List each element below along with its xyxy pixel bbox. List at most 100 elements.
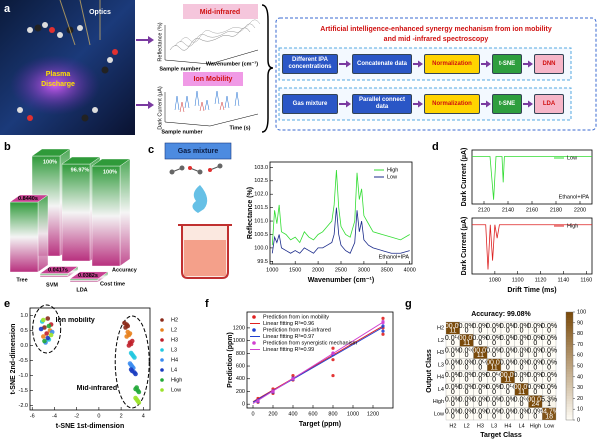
bar-top — [69, 271, 109, 280]
flow-title: Artificial intelligence-enhanced synergy… — [320, 26, 552, 33]
flow-node: t-SNE — [492, 94, 522, 114]
colorbar-label: 40 — [577, 374, 583, 380]
x-axis-label: Target (ppm) — [299, 421, 341, 428]
bar-front — [61, 163, 91, 262]
x-tick-label: 1500 — [289, 267, 301, 273]
cell-percent: 0.0% — [445, 372, 461, 379]
bar-front — [9, 201, 39, 273]
cell-count: 0 — [492, 413, 496, 420]
cell-percent: 0.0% — [472, 372, 488, 379]
optics-label: Optics — [89, 9, 111, 16]
legend-label: High — [567, 223, 578, 229]
flow-node: Gas mixture — [282, 94, 338, 114]
cell-percent: 0.0% — [472, 384, 488, 391]
cell-count: 0 — [492, 389, 496, 396]
line-series — [271, 207, 410, 254]
cell-percent: 0.0% — [459, 396, 475, 403]
cell-count: 11 — [504, 377, 511, 384]
x-tick-label: 1100 — [512, 277, 524, 283]
bar-side — [37, 194, 49, 273]
point — [381, 316, 385, 320]
y-tick-label: 800 — [236, 351, 245, 357]
y-tick-label: 600 — [236, 363, 245, 369]
category-label: SVM — [46, 282, 58, 288]
cell-count: 0 — [520, 340, 524, 347]
gas-mixture-label: Gas mixture — [178, 148, 219, 155]
colorbar-step — [566, 382, 573, 386]
x-tick-label: 800 — [328, 411, 337, 417]
y-tick-label: -1.0 — [19, 373, 28, 379]
cell-percent: 0.0% — [472, 335, 488, 342]
cell-count: 0 — [465, 413, 469, 420]
panel-label: g — [405, 298, 412, 310]
colorbar-step — [566, 336, 573, 340]
cell-count: 0 — [533, 377, 537, 384]
x-tick-label: 1080 — [489, 277, 501, 283]
flow-node: Normalization — [424, 94, 480, 114]
point — [48, 332, 54, 338]
plasma-label: Plasma — [46, 71, 71, 78]
y-tick-label: 0.5 — [20, 328, 28, 334]
y-tick-label: -1.5 — [19, 388, 28, 394]
gas-mixture-box — [164, 142, 232, 160]
legend-label: Low — [567, 155, 577, 161]
legend-marker — [252, 328, 256, 332]
cell-count: 0 — [465, 352, 469, 359]
colorbar-step — [566, 384, 573, 388]
cell-percent: 0.0% — [500, 323, 516, 330]
point — [127, 331, 133, 336]
cell-percent: 0.0% — [459, 384, 475, 391]
y-tick-label: L3 — [438, 362, 444, 368]
value-label: 100% — [43, 159, 57, 165]
point — [291, 373, 295, 378]
flow-arrow-head — [346, 100, 351, 108]
y-tick-label: 101.5 — [254, 205, 268, 211]
cell-count: 0 — [478, 389, 482, 396]
point — [42, 338, 47, 344]
colorbar-label: 20 — [577, 396, 583, 402]
x-tick-label: 3000 — [358, 267, 370, 273]
cell-count: 0 — [465, 389, 469, 396]
fit-line — [252, 325, 384, 403]
bar-top — [91, 158, 131, 167]
y-tick-label: 200 — [236, 389, 245, 395]
mini-plot-ion — [164, 90, 259, 127]
cell-percent: 0.0% — [541, 323, 557, 330]
line-series — [472, 156, 592, 200]
cell-count: 0 — [451, 340, 455, 347]
point — [136, 400, 142, 405]
cell-percent: 0.0% — [500, 347, 516, 354]
colorbar-step — [566, 376, 573, 380]
annotation-text: Ion mobility — [55, 317, 95, 324]
y-tick-label: 101.0 — [254, 219, 268, 225]
flow-node-text: Different IPA concentrations — [282, 54, 338, 74]
cell-percent: 0.0% — [486, 335, 502, 342]
y-tick-label: 103.0 — [254, 165, 268, 171]
colorbar-step — [566, 325, 573, 329]
cell-percent: 0.0% — [514, 347, 530, 354]
y-tick-label: 100.5 — [254, 232, 268, 238]
flow-node-text: Normalization — [424, 94, 480, 114]
x-tick-label: 1120 — [535, 277, 547, 283]
colorbar-step — [566, 414, 573, 418]
y-tick-label: 1.0 — [20, 313, 28, 319]
colorbar-step — [566, 344, 573, 348]
cell-percent: 5.3% — [541, 396, 557, 403]
cell-count: 0 — [492, 352, 496, 359]
cell-percent: 0.0% — [514, 396, 530, 403]
colorbar-step — [566, 339, 573, 342]
legend-marker — [252, 315, 256, 319]
cell-percent: 0.0% — [527, 360, 543, 367]
x-tick-label: 0 — [97, 413, 100, 419]
y-tick-label: L2 — [438, 338, 444, 344]
colorbar-step — [566, 317, 573, 321]
y-tick-label: 0 — [242, 402, 245, 408]
cell-percent: 0.0% — [527, 347, 543, 354]
cell-percent: 0.0% — [486, 347, 502, 354]
cell-count: 0 — [533, 340, 537, 347]
flow-title: and mid -infrared spectroscopy — [384, 36, 489, 43]
series-label: Accuracy — [112, 267, 138, 273]
colorbar-label: 0 — [577, 417, 580, 423]
cell-percent: 0.0% — [527, 323, 543, 330]
cell-count: 0 — [520, 413, 524, 420]
